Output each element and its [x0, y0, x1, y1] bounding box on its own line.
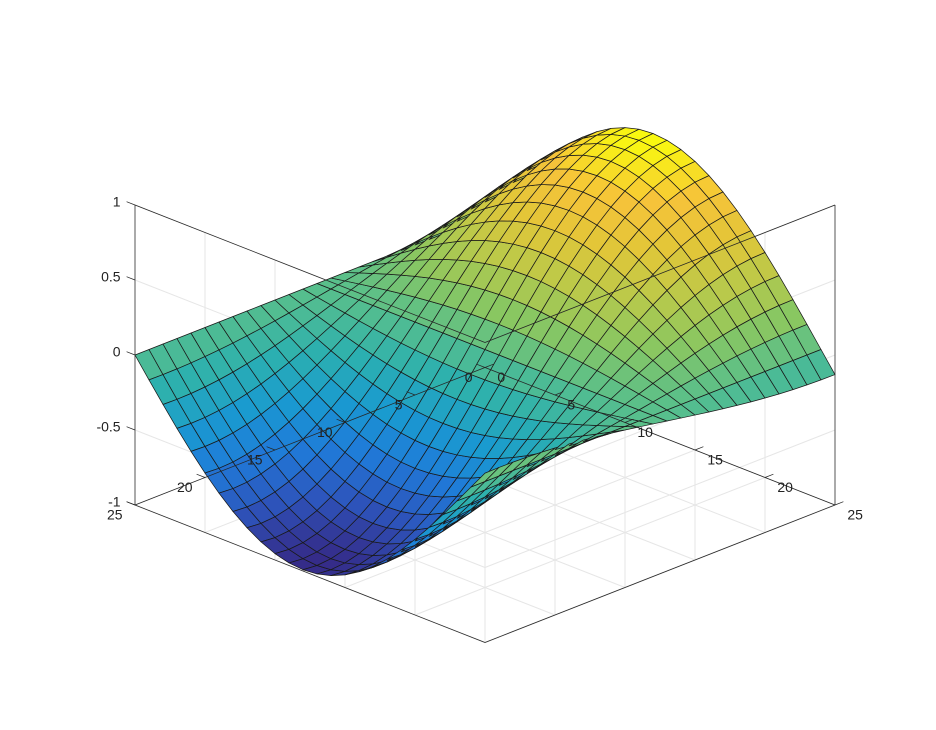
tick-label: 0	[465, 369, 473, 385]
tick-label: 0.5	[101, 269, 121, 285]
tick-label: -1	[108, 494, 121, 510]
tick-label: 20	[177, 479, 193, 495]
tick-label: 25	[847, 507, 863, 523]
tick-label: 15	[707, 452, 723, 468]
surface-plot-svg: 05101520250510152025-1-0.500.51	[0, 0, 936, 730]
tick-label: 1	[113, 194, 121, 210]
tick-label: 15	[247, 452, 263, 468]
tick-label: -0.5	[96, 419, 120, 435]
tick-label: 10	[317, 424, 333, 440]
tick-label: 5	[395, 397, 403, 413]
surface-plot-3d: 05101520250510152025-1-0.500.51	[0, 0, 936, 730]
tick-label: 5	[567, 397, 575, 413]
tick-label: 0	[113, 344, 121, 360]
tick-label: 20	[777, 479, 793, 495]
tick-label: 0	[497, 369, 505, 385]
tick-label: 10	[637, 424, 653, 440]
